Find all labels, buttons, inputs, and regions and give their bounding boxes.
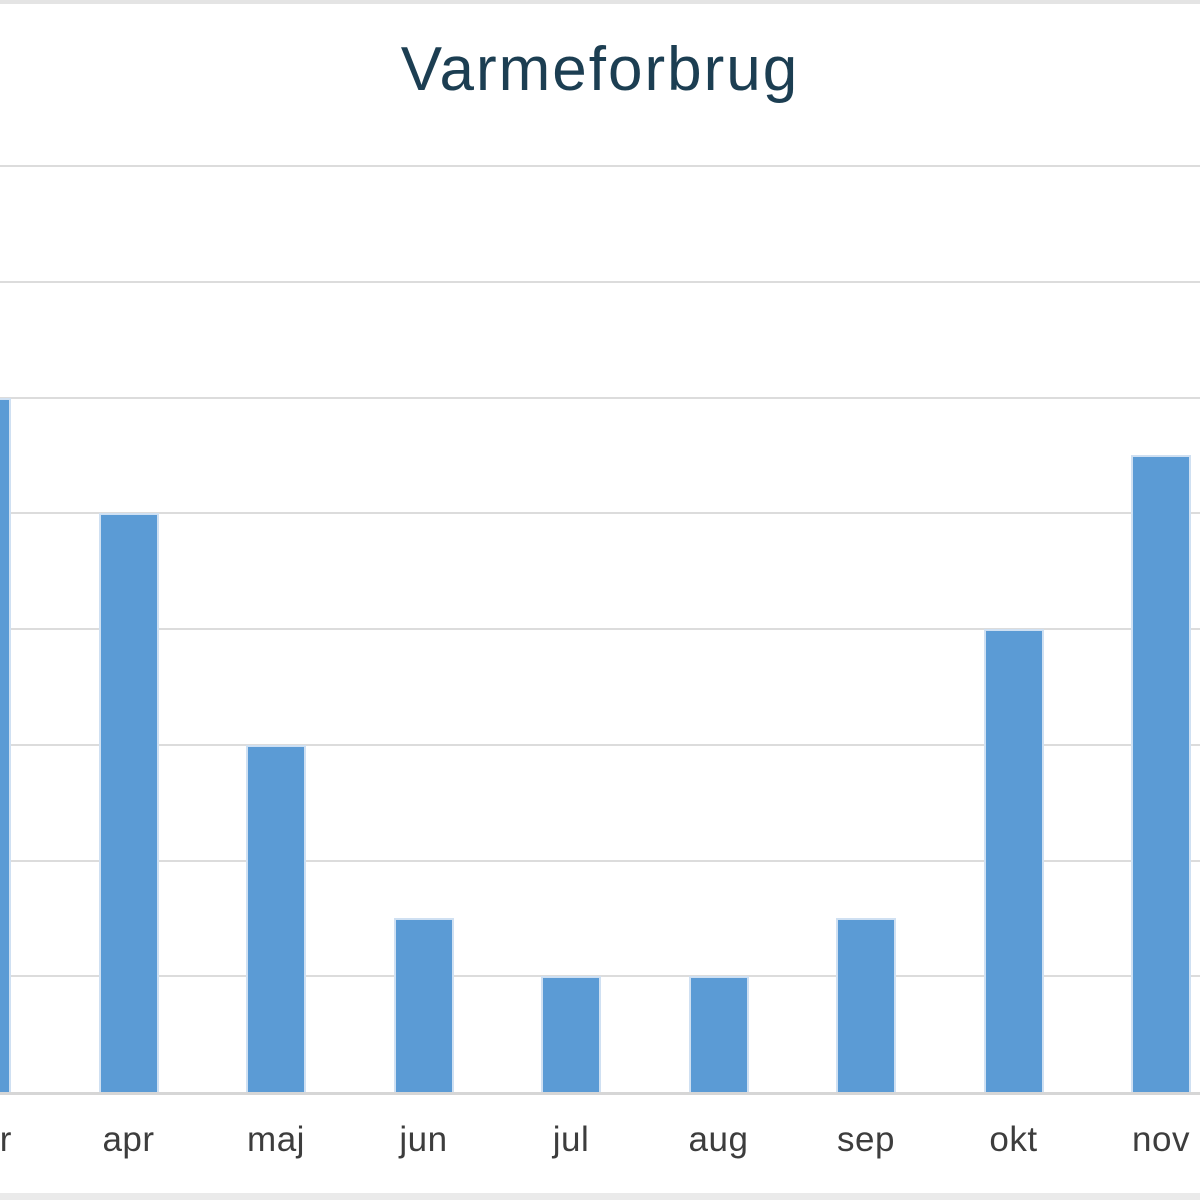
top-crop-strip [0, 0, 1200, 4]
x-axis-label-maj: maj [247, 1120, 305, 1159]
bar-aug [688, 976, 749, 1092]
x-axis-label-jul: jul [552, 1120, 590, 1159]
x-axis-label-nov: nov [1132, 1120, 1190, 1159]
bottom-crop-strip [0, 1193, 1200, 1200]
gridline [0, 743, 1200, 746]
bar-mar [0, 397, 11, 1092]
bar-jul [541, 976, 601, 1092]
bar-apr [98, 513, 159, 1092]
chart-title: Varmeforbrug [400, 35, 800, 104]
x-axis-label-aug: aug [688, 1120, 749, 1159]
gridline [0, 859, 1200, 862]
bar-maj [246, 744, 306, 1092]
gridline [0, 628, 1200, 630]
x-axis-label-sep: sep [837, 1120, 895, 1159]
bar-nov [1131, 455, 1191, 1092]
x-axis-label-okt: okt [989, 1120, 1038, 1159]
bar-okt [983, 629, 1044, 1092]
gridline [0, 280, 1200, 283]
x-axis-line [0, 1092, 1200, 1095]
gridline [0, 512, 1200, 515]
gridline [0, 396, 1200, 399]
x-axis-label-jun: jun [399, 1120, 448, 1159]
x-axis-label-mar: mar [0, 1120, 12, 1159]
bar-jun [393, 918, 454, 1092]
x-axis-label-apr: apr [102, 1120, 155, 1159]
bar-sep [836, 918, 896, 1092]
gridline [0, 165, 1200, 167]
